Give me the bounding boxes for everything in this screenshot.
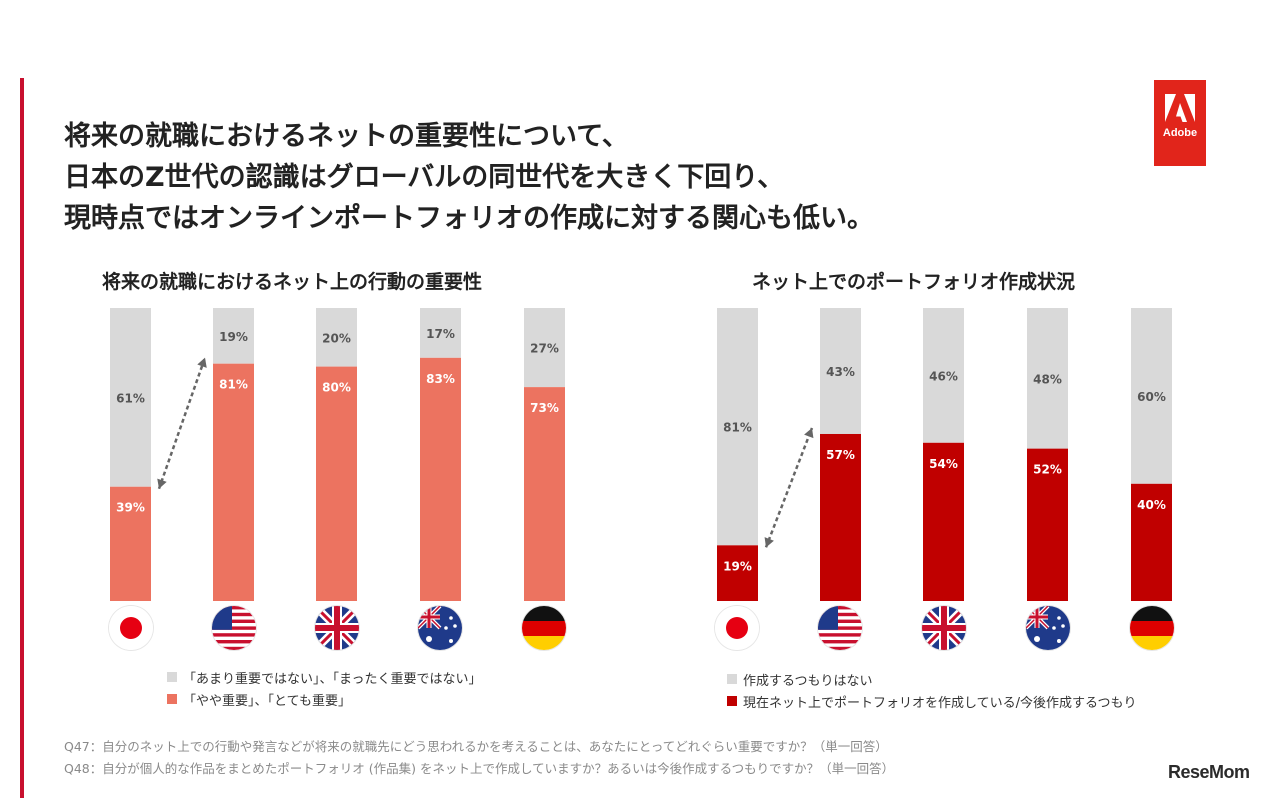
importance-bar-colored-united-states — [213, 363, 254, 601]
headline-line-2: 日本のZ世代の認識はグローバルの同世代を大きく下回り、 — [64, 162, 785, 193]
portfolio-bar-gray-australia — [1027, 308, 1068, 449]
importance-label-gray-germany: 27% — [530, 342, 559, 356]
importance-bar-gray-australia — [420, 308, 461, 358]
headline-line-1: 将来の就職におけるネットの重要性について、 — [64, 121, 629, 152]
flag-japan-left — [109, 606, 153, 650]
portfolio-label-gray-japan: 81% — [723, 421, 752, 435]
flag-australia-left — [418, 606, 462, 650]
flag-japan-right — [715, 606, 759, 650]
portfolio-bar-colored-australia — [1027, 448, 1068, 601]
portfolio-label-gray-united-kingdom: 46% — [929, 369, 958, 383]
portfolio-bar-gray-japan — [717, 308, 758, 546]
legend-swatch-gray — [727, 674, 737, 684]
importance-label-colored-united-states: 81% — [219, 378, 248, 392]
australia-flag-icon — [418, 606, 462, 650]
legend-label-creating: 現在ネット上でポートフォリオを作成している/今後作成するつもり — [743, 695, 1137, 711]
accent-bar — [20, 78, 24, 798]
flag-uk-left — [315, 606, 359, 650]
portfolio-bar-colored-japan — [717, 545, 758, 601]
importance-bar-colored-japan — [110, 486, 151, 601]
importance-bar-gray-united-kingdom — [316, 308, 357, 367]
portfolio-bar-colored-germany — [1131, 483, 1172, 601]
legend-label-not-important: 「あまり重要ではない」、「まったく重要ではない」 — [183, 671, 482, 687]
portfolio-label-colored-united-kingdom: 54% — [929, 457, 958, 471]
legend-item-not-important: 「あまり重要ではない」、「まったく重要ではない」 — [167, 666, 481, 688]
legend-swatch-salmon — [167, 694, 177, 704]
germany-flag-icon — [522, 606, 566, 650]
legend-swatch-gray — [167, 672, 177, 682]
chart-title-importance: 将来の就職におけるネット上の行動の重要性 — [102, 271, 483, 293]
importance-arrowhead-end — [197, 357, 207, 368]
headline: 将来の就職におけるネットの重要性について、 日本のZ世代の認識はグローバルの同世… — [64, 116, 1124, 239]
portfolio-label-colored-germany: 40% — [1137, 498, 1166, 512]
portfolio-label-gray-germany: 60% — [1137, 390, 1166, 404]
portfolio-arrowhead-start — [764, 537, 774, 548]
footnote-q47: Q47：自分のネット上での行動や発言などが将来の就職先にどう思われるかを考えるこ… — [64, 739, 888, 754]
importance-label-gray-australia: 17% — [426, 327, 455, 341]
legend-label-important: 「やや重要」、「とても重要」 — [183, 693, 351, 709]
importance-label-gray-united-states: 19% — [219, 330, 248, 344]
usa-flag-icon — [818, 606, 862, 650]
portfolio-label-gray-australia: 48% — [1033, 372, 1062, 386]
portfolio-comparison-arrow — [764, 427, 814, 548]
portfolio-bar-gray-germany — [1131, 308, 1172, 484]
footnotes: Q47：自分のネット上での行動や発言などが将来の就職先にどう思われるかを考えるこ… — [64, 736, 894, 780]
portfolio-label-colored-japan: 19% — [723, 559, 752, 573]
legend-importance: 「あまり重要ではない」、「まったく重要ではない」 「やや重要」、「とても重要」 — [167, 666, 481, 710]
importance-bar-colored-germany — [524, 387, 565, 601]
charts-canvas: 61% 39% 19% 81% 20% 80% 17% 83% 27% 73% 81% 19% 43% 5… — [110, 308, 1172, 601]
importance-label-gray-united-kingdom: 20% — [322, 331, 351, 345]
headline-line-3: 現時点ではオンラインポートフォリオの作成に対する関心も低い。 — [64, 203, 874, 234]
portfolio-label-gray-united-states: 43% — [826, 365, 855, 379]
importance-bar-colored-australia — [420, 357, 461, 601]
flag-germany-right — [1130, 606, 1174, 650]
importance-label-colored-united-kingdom: 80% — [322, 381, 351, 395]
japan-flag-icon — [715, 606, 759, 650]
importance-comparison-arrow — [157, 357, 207, 490]
importance-bar-gray-japan — [110, 308, 151, 487]
importance-bar-colored-united-kingdom — [316, 366, 357, 601]
importance-arrowhead-start — [157, 478, 167, 489]
legend-item-creating: 現在ネット上でポートフォリオを作成している/今後作成するつもり — [727, 690, 1136, 712]
flag-uk-right — [922, 606, 966, 650]
legend-portfolio: 作成するつもりはない 現在ネット上でポートフォリオを作成している/今後作成するつ… — [727, 668, 1136, 712]
flag-usa-left — [212, 606, 256, 650]
australia-flag-icon — [1026, 606, 1070, 650]
portfolio-bar-gray-united-kingdom — [923, 308, 964, 443]
usa-flag-icon — [212, 606, 256, 650]
legend-label-no-plan: 作成するつもりはない — [743, 673, 873, 689]
importance-bar-gray-united-states — [213, 308, 254, 364]
japan-flag-icon — [109, 606, 153, 650]
uk-flag-icon — [922, 606, 966, 650]
germany-flag-icon — [1130, 606, 1174, 650]
watermark: ReseMom — [1168, 762, 1250, 782]
portfolio-label-colored-australia: 52% — [1033, 463, 1062, 477]
chart-title-portfolio: ネット上でのポートフォリオ作成状況 — [752, 271, 1076, 293]
importance-bar-gray-germany — [524, 308, 565, 388]
importance-label-colored-japan: 39% — [116, 501, 145, 515]
flag-australia-right — [1026, 606, 1070, 650]
importance-label-gray-japan: 61% — [116, 391, 145, 405]
portfolio-arrowhead-end — [804, 427, 814, 439]
legend-swatch-red — [727, 696, 737, 706]
portfolio-bar-colored-united-states — [820, 433, 861, 601]
adobe-logo: Adobe — [1154, 80, 1206, 166]
uk-flag-icon — [315, 606, 359, 650]
importance-label-colored-germany: 73% — [530, 401, 559, 415]
adobe-logo-text: Adobe — [1162, 127, 1198, 139]
portfolio-label-colored-united-states: 57% — [826, 448, 855, 462]
importance-label-colored-australia: 83% — [426, 372, 455, 386]
portfolio-bar-gray-united-states — [820, 308, 861, 434]
flag-germany-left — [522, 606, 566, 650]
flag-usa-right — [818, 606, 862, 650]
legend-item-no-plan: 作成するつもりはない — [727, 668, 1136, 690]
legend-item-important: 「やや重要」、「とても重要」 — [167, 688, 481, 710]
adobe-logo-icon — [1165, 94, 1195, 122]
portfolio-bar-colored-united-kingdom — [923, 442, 964, 601]
footnote-q48: Q48：自分が個人的な作品をまとめたポートフォリオ (作品集) をネット上で作成… — [64, 761, 895, 776]
